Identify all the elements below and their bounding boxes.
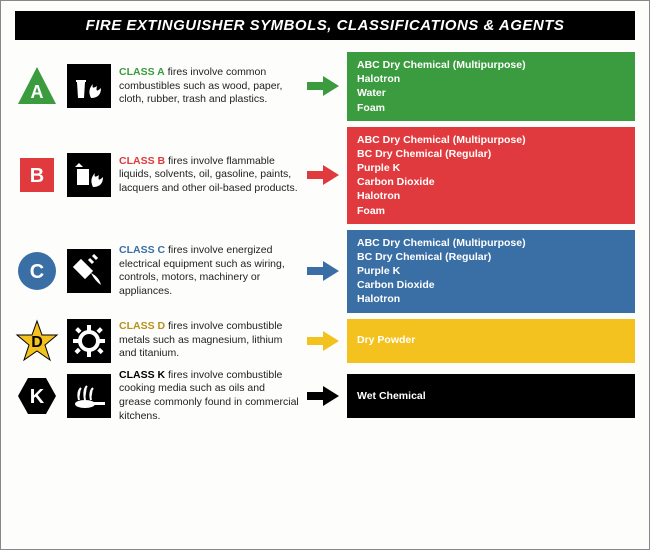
svg-text:A: A: [31, 82, 44, 102]
class-row-d: D CLASS D fires involve combustible metal…: [15, 319, 635, 363]
class-symbol-d: D: [15, 319, 59, 363]
agent-item: ABC Dry Chemical (Multipurpose): [357, 236, 625, 250]
class-rows: A CLASS A fires involve common combustibl…: [15, 52, 635, 423]
agent-item: BC Dry Chemical (Regular): [357, 147, 625, 161]
agents-box: ABC Dry Chemical (Multipurpose)BC Dry Ch…: [347, 230, 635, 313]
agent-item: Foam: [357, 204, 625, 218]
class-symbol-a: A: [15, 64, 59, 108]
agents-box: Wet Chemical: [347, 374, 635, 418]
arrow-icon: [307, 384, 339, 408]
agent-item: Carbon Dioxide: [357, 278, 625, 292]
pictogram-icon: [67, 374, 111, 418]
pictogram-icon: [67, 64, 111, 108]
class-row-b: B CLASS B fires involve flammable liquids…: [15, 127, 635, 224]
agent-item: Halotron: [357, 189, 625, 203]
arrow-icon: [307, 329, 339, 353]
agent-item: ABC Dry Chemical (Multipurpose): [357, 133, 625, 147]
class-description: CLASS K fires involve combustible cookin…: [119, 369, 299, 424]
svg-text:B: B: [30, 165, 44, 187]
class-row-k: K CLASS K fires involve combustible cooki…: [15, 369, 635, 424]
pictogram-icon: [67, 249, 111, 293]
svg-text:K: K: [30, 386, 45, 408]
agents-box: ABC Dry Chemical (Multipurpose)HalotronW…: [347, 52, 635, 121]
arrow-icon: [307, 259, 339, 283]
class-row-c: C CLASS C fires involve energized electri…: [15, 230, 635, 313]
class-label: CLASS K: [119, 369, 165, 381]
agent-item: Carbon Dioxide: [357, 175, 625, 189]
agents-box: Dry Powder: [347, 319, 635, 363]
page-title: FIRE EXTINGUISHER SYMBOLS, CLASSIFICATIO…: [15, 11, 635, 40]
arrow-icon: [307, 74, 339, 98]
class-description: CLASS A fires involve common combustible…: [119, 66, 299, 107]
agent-item: Dry Powder: [357, 333, 625, 347]
agents-box: ABC Dry Chemical (Multipurpose)BC Dry Ch…: [347, 127, 635, 224]
svg-text:D: D: [31, 334, 43, 351]
class-label: CLASS D: [119, 320, 165, 332]
class-description: CLASS B fires involve flammable liquids,…: [119, 155, 299, 196]
agent-item: Water: [357, 86, 625, 100]
class-label: CLASS B: [119, 155, 165, 167]
class-description: CLASS C fires involve energized electric…: [119, 244, 299, 299]
agent-item: BC Dry Chemical (Regular): [357, 250, 625, 264]
arrow-icon: [307, 163, 339, 187]
class-symbol-c: C: [15, 249, 59, 293]
pictogram-icon: [67, 153, 111, 197]
agent-item: Wet Chemical: [357, 389, 625, 403]
agent-item: Halotron: [357, 72, 625, 86]
agent-item: Purple K: [357, 264, 625, 278]
pictogram-icon: [67, 319, 111, 363]
class-symbol-b: B: [15, 153, 59, 197]
svg-text:C: C: [30, 261, 44, 283]
agent-item: ABC Dry Chemical (Multipurpose): [357, 58, 625, 72]
agent-item: Purple K: [357, 161, 625, 175]
agent-item: Halotron: [357, 292, 625, 306]
class-symbol-k: K: [15, 374, 59, 418]
class-label: CLASS A: [119, 66, 165, 78]
agent-item: Foam: [357, 101, 625, 115]
class-label: CLASS C: [119, 244, 165, 256]
class-description: CLASS D fires involve combustible metals…: [119, 320, 299, 361]
class-row-a: A CLASS A fires involve common combustibl…: [15, 52, 635, 121]
